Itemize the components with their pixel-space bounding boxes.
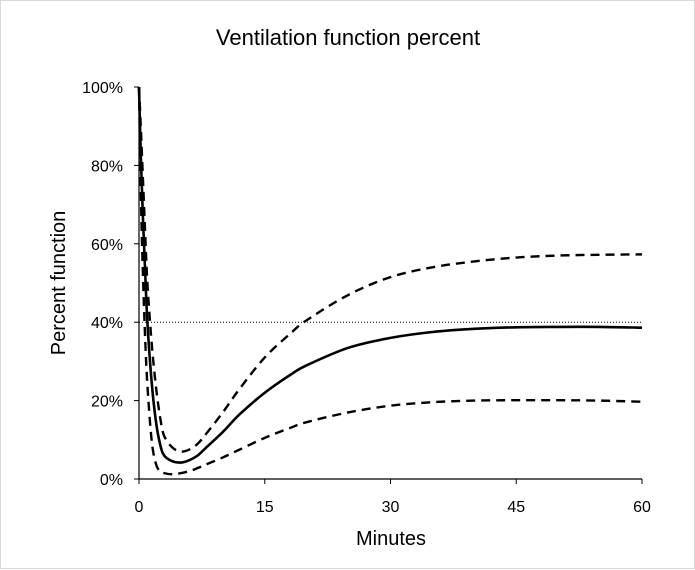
x-tick-label: 30 (382, 499, 400, 516)
series-line-central (137, 86, 643, 464)
y-tick-label: 60% (91, 237, 123, 254)
y-tick-label: 20% (91, 394, 123, 411)
y-tick-label: 40% (91, 315, 123, 332)
x-axis-label: Minutes (356, 528, 426, 550)
y-axis-label: Percent function (48, 211, 70, 356)
x-tick-label: 45 (507, 499, 525, 516)
chart-title: Ventilation function percent (216, 25, 480, 50)
x-tick-label: 60 (633, 499, 651, 516)
x-axis-ticks: 0 15 30 45 60 (135, 479, 651, 516)
y-tick-label: 0% (100, 472, 123, 489)
x-tick-label: 0 (135, 499, 144, 516)
y-tick-label: 80% (91, 158, 123, 175)
series-line-lower-bound (137, 86, 643, 476)
y-axis-ticks: 0% 20% 40% 60% 80% 100% (82, 80, 139, 489)
series-line-upper-bound (137, 86, 643, 453)
x-tick-label: 15 (256, 499, 274, 516)
series-group (137, 86, 643, 476)
y-tick-label: 100% (82, 80, 123, 97)
